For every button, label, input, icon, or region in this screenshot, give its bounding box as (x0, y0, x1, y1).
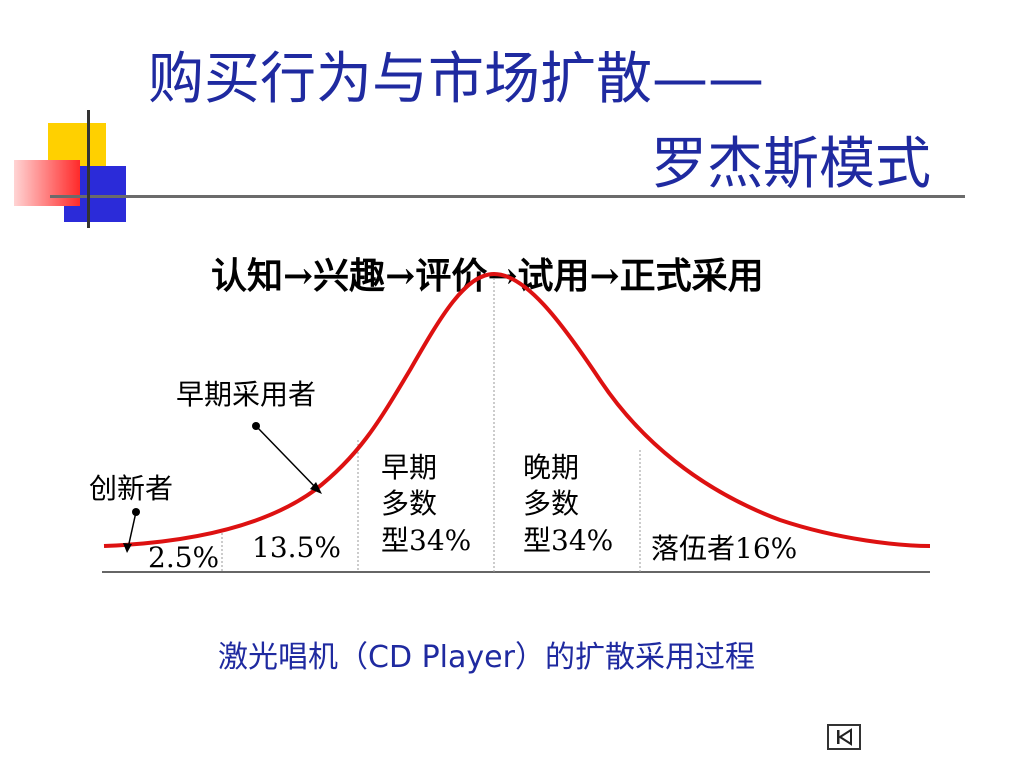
page-subtitle: 罗杰斯模式 (651, 132, 931, 197)
label-late-majority: 晚期 多数 型34% (523, 450, 613, 559)
early-adopters-pointer-line (255, 425, 319, 491)
nav-first-slide-button[interactable] (827, 724, 861, 750)
innovators-pointer-dot (132, 508, 140, 516)
page-title: 购买行为与市场扩散—— (148, 47, 764, 112)
late-majority-line-1: 晚期 (523, 451, 580, 484)
late-majority-line-2: 多数 (523, 487, 580, 521)
innovators-pointer-line (127, 511, 137, 549)
label-innovators: 创新者 (89, 472, 174, 505)
skip-to-start-icon (837, 728, 852, 746)
innovators-pointer-arrowhead (123, 543, 132, 553)
early-majority-line-2: 多数 (381, 487, 438, 521)
bell-curve (103, 271, 931, 548)
decor-red-gradient-square (14, 160, 80, 206)
early-adopters-pointer-arrowhead (310, 482, 322, 494)
label-early-adopters: 早期采用者 (176, 378, 317, 411)
early-majority-line-3: 型34% (381, 523, 472, 557)
label-early-majority: 早期 多数 型34% (381, 450, 471, 559)
decor-horizontal-rule (50, 195, 965, 198)
pct-early-adopters: 13.5% (252, 531, 341, 564)
decor-vertical-rule (87, 110, 90, 228)
early-majority-line-1: 早期 (381, 451, 438, 484)
pct-innovators: 2.5% (148, 541, 220, 574)
diagram-caption: 激光唱机（CD Player）的扩散采用过程 (218, 640, 755, 675)
label-laggards: 落伍者16% (651, 532, 798, 565)
late-majority-line-3: 型34% (523, 523, 614, 557)
